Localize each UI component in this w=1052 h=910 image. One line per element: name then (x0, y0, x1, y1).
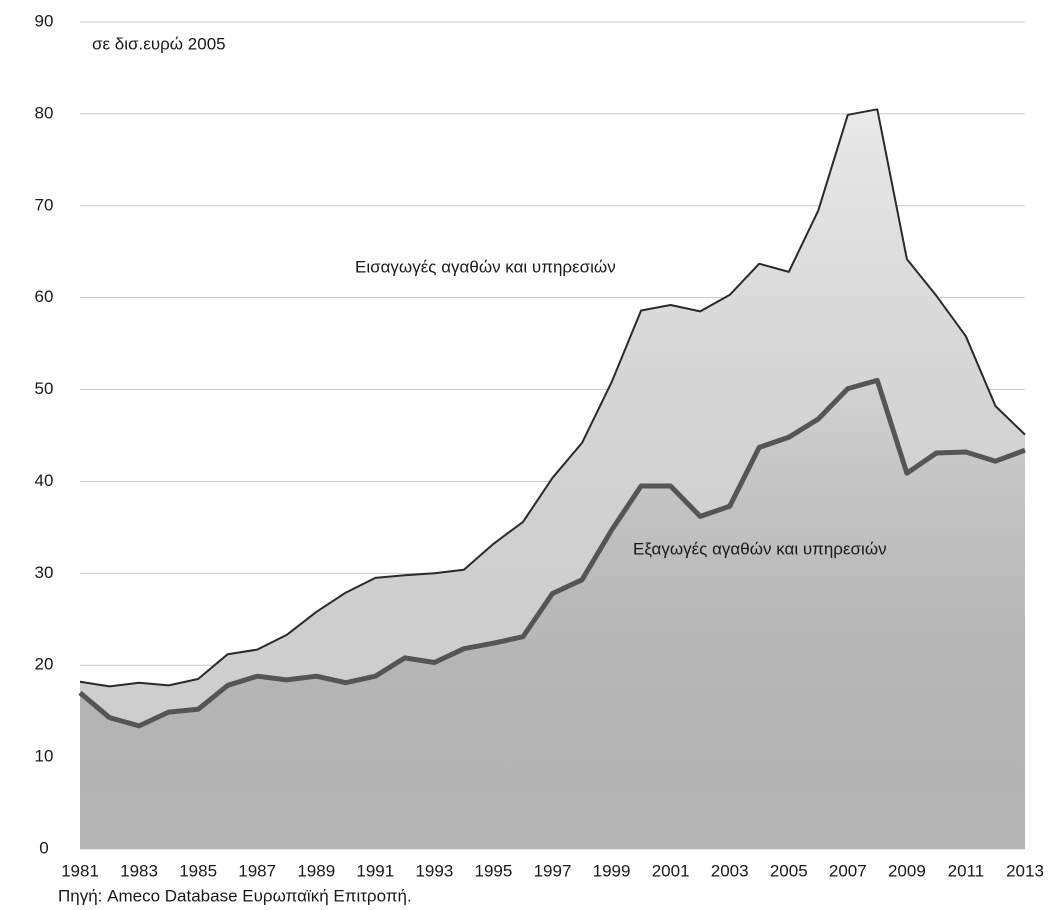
y-tick-label: 60 (35, 287, 54, 306)
x-tick-label: 2005 (770, 861, 808, 880)
x-tick-label: 1999 (593, 861, 631, 880)
y-tick-label: 70 (35, 195, 54, 214)
x-tick-label: 1983 (120, 861, 158, 880)
y-tick-label: 0 (39, 838, 48, 857)
subtitle: σε δισ.ευρώ 2005 (92, 34, 226, 53)
x-tick-label: 1995 (475, 861, 513, 880)
x-tick-label: 1997 (534, 861, 572, 880)
x-tick-label: 2007 (829, 861, 867, 880)
y-tick-label: 20 (35, 655, 54, 674)
x-tick-label: 1993 (415, 861, 453, 880)
labels: 0 10 20 30 40 50 60 70 80 90 1981 1983 1985 1987 1989 1… (35, 11, 1044, 880)
area-shade (80, 380, 1025, 849)
y-tick-label: 30 (35, 563, 54, 582)
x-tick-label: 2003 (711, 861, 749, 880)
series-label: Εξαγωγές αγαθών και υπηρεσιών (633, 539, 887, 558)
line (78, 377, 1026, 729)
x-tick-label: 2011 (948, 861, 985, 880)
line (79, 108, 1026, 688)
x-tick-label: 2009 (888, 861, 926, 880)
x-tick-label: 1989 (297, 861, 335, 880)
y-tick-label: 80 (35, 103, 54, 122)
x-tick-label: 2001 (652, 861, 690, 880)
y-tick-label: 10 (35, 747, 54, 766)
x-tick-label: 1985 (179, 861, 217, 880)
areas (78, 108, 1026, 850)
series-label: Εισαγωγές αγαθών και υπηρεσιών (355, 257, 616, 276)
source: Πηγή: Ameco Database Ευρωπαϊκή Επιτροπή. (58, 886, 412, 905)
x-tick-label: 1981 (61, 861, 99, 880)
y-tick-label: 40 (35, 471, 54, 490)
x-tick-label: 1991 (356, 861, 394, 880)
x-tick-label: 2013 (1006, 861, 1044, 880)
y-tick-label: 50 (35, 379, 54, 398)
y-tick-label: 90 (35, 11, 54, 30)
x-tick-label: 1987 (238, 861, 276, 880)
